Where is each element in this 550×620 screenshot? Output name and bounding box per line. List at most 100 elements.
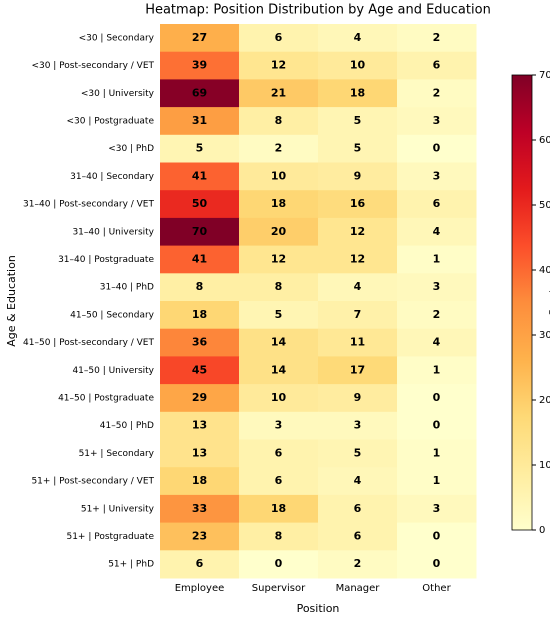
y-tick-label: 41–50 | Postgraduate — [58, 393, 154, 403]
cell-value: 17 — [350, 363, 365, 376]
heatmap-cell — [397, 79, 477, 108]
heatmap-cell — [318, 245, 398, 274]
colorbar-label: Count — [549, 289, 550, 316]
cell-value: 11 — [350, 336, 365, 349]
heatmap-cell — [160, 24, 240, 53]
cell-value: 5 — [196, 142, 204, 155]
heatmap-cell — [397, 24, 477, 53]
cell-value: 12 — [350, 252, 365, 265]
cell-value: 41 — [192, 169, 207, 182]
x-tick-label: Employee — [175, 583, 225, 594]
cell-value: 14 — [271, 336, 287, 349]
heatmap-cell — [318, 301, 398, 330]
heatmap-cell — [397, 328, 477, 357]
heatmap-cell — [239, 467, 319, 496]
heatmap-cell — [318, 494, 398, 524]
y-tick-label: 41–50 | University — [72, 366, 154, 376]
heatmap-cell — [160, 439, 240, 468]
heatmap-cell — [239, 273, 319, 302]
cell-value: 5 — [275, 308, 283, 321]
cell-value: 27 — [192, 31, 207, 44]
y-tick-label: 51+ | PhD — [108, 560, 154, 570]
heatmap-cell — [160, 467, 240, 496]
y-tick-label: <30 | Post-secondary / VET — [31, 61, 154, 71]
heatmap-cell — [318, 411, 398, 440]
cell-value: 41 — [192, 252, 207, 265]
cell-value: 2 — [275, 142, 283, 155]
heatmap-cell — [239, 522, 319, 551]
colorbar-tick-label: 30 — [539, 330, 550, 341]
cell-value: 3 — [275, 419, 283, 432]
cell-value: 5 — [354, 114, 362, 127]
heatmap-cell — [397, 273, 477, 302]
heatmap-cell — [239, 79, 319, 108]
y-tick-label: 41–50 | PhD — [100, 421, 154, 431]
heatmap-cell — [239, 190, 319, 219]
cell-value: 6 — [275, 31, 283, 44]
cell-value: 0 — [275, 557, 283, 570]
cell-value: 0 — [433, 142, 441, 155]
y-axis-label: Age & Education — [5, 255, 18, 347]
heatmap-cell — [160, 79, 240, 108]
heatmap-cell — [318, 522, 398, 551]
heatmap-cell — [160, 51, 240, 80]
heatmap-cell — [397, 439, 477, 468]
heatmap-cell — [397, 162, 477, 191]
cell-value: 45 — [192, 363, 207, 376]
cell-value: 12 — [271, 59, 286, 72]
colorbar-tick-label: 10 — [539, 460, 550, 471]
heatmap-cell — [397, 356, 477, 385]
heatmap-cell — [318, 217, 398, 247]
y-tick-label: 51+ | Post-secondary / VET — [31, 477, 154, 487]
heatmap-cell — [239, 384, 319, 413]
cell-value: 10 — [350, 59, 366, 72]
colorbar — [511, 74, 533, 531]
cell-value: 18 — [271, 502, 286, 515]
y-tick-label: <30 | Secondary — [79, 33, 155, 43]
cell-value: 12 — [271, 252, 286, 265]
cell-value: 70 — [192, 225, 208, 238]
x-axis-label: Position — [297, 602, 340, 615]
heatmap-cell — [318, 24, 398, 53]
cell-value: 8 — [275, 529, 283, 542]
heatmap-cell — [397, 190, 477, 219]
y-tick-label: 31–40 | Post-secondary / VET — [23, 200, 154, 210]
cell-value: 10 — [271, 169, 287, 182]
cell-value: 10 — [271, 391, 287, 404]
cell-value: 4 — [354, 280, 362, 293]
heatmap-cell — [397, 107, 477, 136]
heatmap-cell — [397, 411, 477, 440]
cell-value: 69 — [192, 86, 207, 99]
heatmap-cell — [239, 550, 319, 579]
cell-value: 4 — [354, 474, 362, 487]
cell-value: 4 — [433, 225, 441, 238]
heatmap-cell — [160, 134, 240, 163]
cell-value: 2 — [433, 86, 441, 99]
y-tick-label: 51+ | University — [81, 504, 155, 514]
cell-value: 31 — [192, 114, 207, 127]
heatmap-cell — [318, 162, 398, 191]
heatmap-cell — [160, 162, 240, 191]
heatmap-cell — [318, 439, 398, 468]
cell-value: 0 — [433, 391, 441, 404]
cell-value: 6 — [354, 502, 362, 515]
colorbar-tick-label: 60 — [539, 135, 550, 146]
cell-value: 14 — [271, 363, 287, 376]
heatmap-cell — [318, 107, 398, 136]
cell-value: 33 — [192, 502, 207, 515]
cell-value: 3 — [433, 280, 441, 293]
heatmap-cell — [397, 51, 477, 80]
heatmap-cell — [318, 550, 398, 579]
cell-value: 13 — [192, 419, 207, 432]
cell-value: 8 — [196, 280, 204, 293]
cell-value: 18 — [192, 474, 207, 487]
y-tick-label: <30 | Postgraduate — [66, 116, 154, 126]
cell-value: 4 — [433, 336, 441, 349]
heatmap-cell — [318, 79, 398, 108]
heatmap-cell — [318, 273, 398, 302]
colorbar-tick-label: 70 — [539, 70, 550, 81]
x-tick-label: Other — [422, 583, 451, 594]
cell-value: 5 — [354, 142, 362, 155]
cell-value: 3 — [433, 114, 441, 127]
